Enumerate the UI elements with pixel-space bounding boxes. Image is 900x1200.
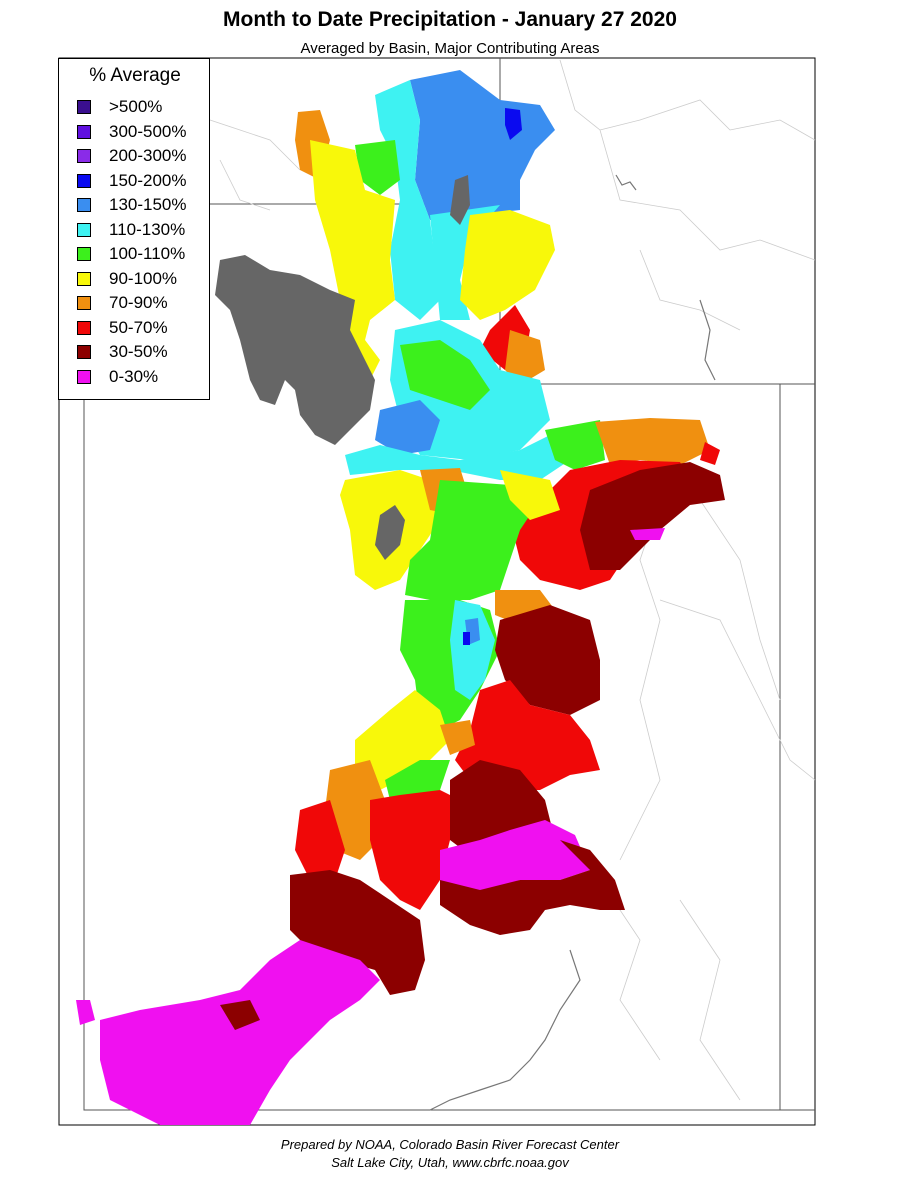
legend-swatch <box>77 247 91 261</box>
legend-label: 300-500% <box>109 121 187 141</box>
legend-swatch <box>77 149 91 163</box>
legend-swatch <box>77 320 91 335</box>
basin-110-130-south <box>450 600 495 700</box>
basin-150-200-south <box>463 632 470 645</box>
legend-title: % Average <box>89 65 181 86</box>
legend-item: 30-50% <box>77 342 168 362</box>
legend-swatch <box>77 296 91 310</box>
basin-100-110-south <box>385 760 450 800</box>
basin-110-130-upper <box>430 205 500 320</box>
legend-item: 150-200% <box>77 171 187 191</box>
utah-lake <box>375 505 405 560</box>
basin-0-30-southwest <box>100 940 380 1125</box>
footer-location: Salt Lake City, Utah, www.cbrfc.noaa.gov <box>331 1155 569 1170</box>
legend-swatch <box>77 124 91 139</box>
legend-label: 90-100% <box>109 268 178 288</box>
legend-item: 110-130% <box>77 220 185 240</box>
legend-item: 0-30% <box>77 367 158 387</box>
basin-0-30-south <box>440 820 590 890</box>
map-frame <box>58 57 816 1126</box>
basin-70-90-center <box>505 330 545 385</box>
legend-swatch <box>77 222 91 237</box>
basin-130-150-middle <box>375 400 440 455</box>
legend-swatch <box>77 369 91 384</box>
basin-90-100-east2 <box>500 470 560 520</box>
great-salt-lake <box>215 255 375 445</box>
legend-label: 50-70% <box>109 317 168 337</box>
legend-label: 200-300% <box>109 146 187 165</box>
legend-item: 200-300% <box>77 146 187 166</box>
legend-item: 130-150% <box>77 195 187 215</box>
basin-30-50-inset <box>220 1000 260 1030</box>
legend-item: 90-100% <box>77 269 177 289</box>
legend-item: >500% <box>77 97 162 117</box>
basin-50-70-east-small <box>700 442 720 465</box>
legend-swatch <box>77 173 91 188</box>
basin-50-70-southwest <box>295 800 345 880</box>
legend-label: 100-110% <box>109 244 186 263</box>
basin-110-130-lower <box>345 430 570 480</box>
legend-item: 300-500% <box>77 122 187 142</box>
legend-item: 70-90% <box>77 293 168 313</box>
basin-130-150-north <box>410 70 555 220</box>
basin-50-70-southcenter <box>370 790 460 910</box>
basin-30-50-farsoutheast <box>440 840 625 935</box>
basin-150-200-north <box>505 108 522 140</box>
basin-100-110-north <box>355 140 400 195</box>
basin-100-110-east <box>545 420 605 470</box>
legend-swatch <box>77 345 91 359</box>
legend-item: 100-110% <box>77 244 185 264</box>
rivers <box>429 174 716 1111</box>
basin-50-70-southeast <box>455 680 600 790</box>
basin-70-90-east <box>595 418 710 465</box>
legend-swatch <box>77 198 91 212</box>
footer-credit: Prepared by NOAA, Colorado Basin River F… <box>280 1137 620 1152</box>
legend-item: 50-70% <box>77 318 168 338</box>
legend-label: >500% <box>109 97 163 116</box>
basin-30-50-southeast <box>495 605 600 715</box>
basin-30-50-east <box>580 462 725 570</box>
basin-0-30-small-west <box>76 1000 95 1025</box>
basin-0-30-east <box>630 528 665 540</box>
basin-90-100-south <box>355 690 450 790</box>
lakes <box>215 175 470 560</box>
legend-label: 110-130% <box>109 219 186 239</box>
legend-swatch <box>77 271 91 286</box>
basin-90-100-northeast <box>460 210 555 320</box>
legend-label: 150-200% <box>109 170 187 190</box>
basin-110-130-north <box>375 80 440 320</box>
legend-swatch <box>77 100 91 114</box>
map-title: Month to Date Precipitation - January 27… <box>223 8 677 31</box>
basin-100-110-middle <box>400 340 490 410</box>
legend-label: 0-30% <box>109 366 159 386</box>
basin-70-90-south2 <box>440 720 475 755</box>
legend-label: 70-90% <box>109 293 168 312</box>
basin-90-100-northwest <box>310 140 395 380</box>
bear-lake <box>450 175 470 225</box>
basin-100-110-center <box>405 480 540 600</box>
map-subtitle: Averaged by Basin, Major Contributing Ar… <box>300 40 600 57</box>
legend-label: 130-150% <box>109 195 187 214</box>
legend-label: 30-50% <box>109 342 168 361</box>
basin-30-50-southwest <box>290 870 425 995</box>
legend: % Average >500% 300-500% 200-300% 150-200% 1… <box>58 58 210 400</box>
